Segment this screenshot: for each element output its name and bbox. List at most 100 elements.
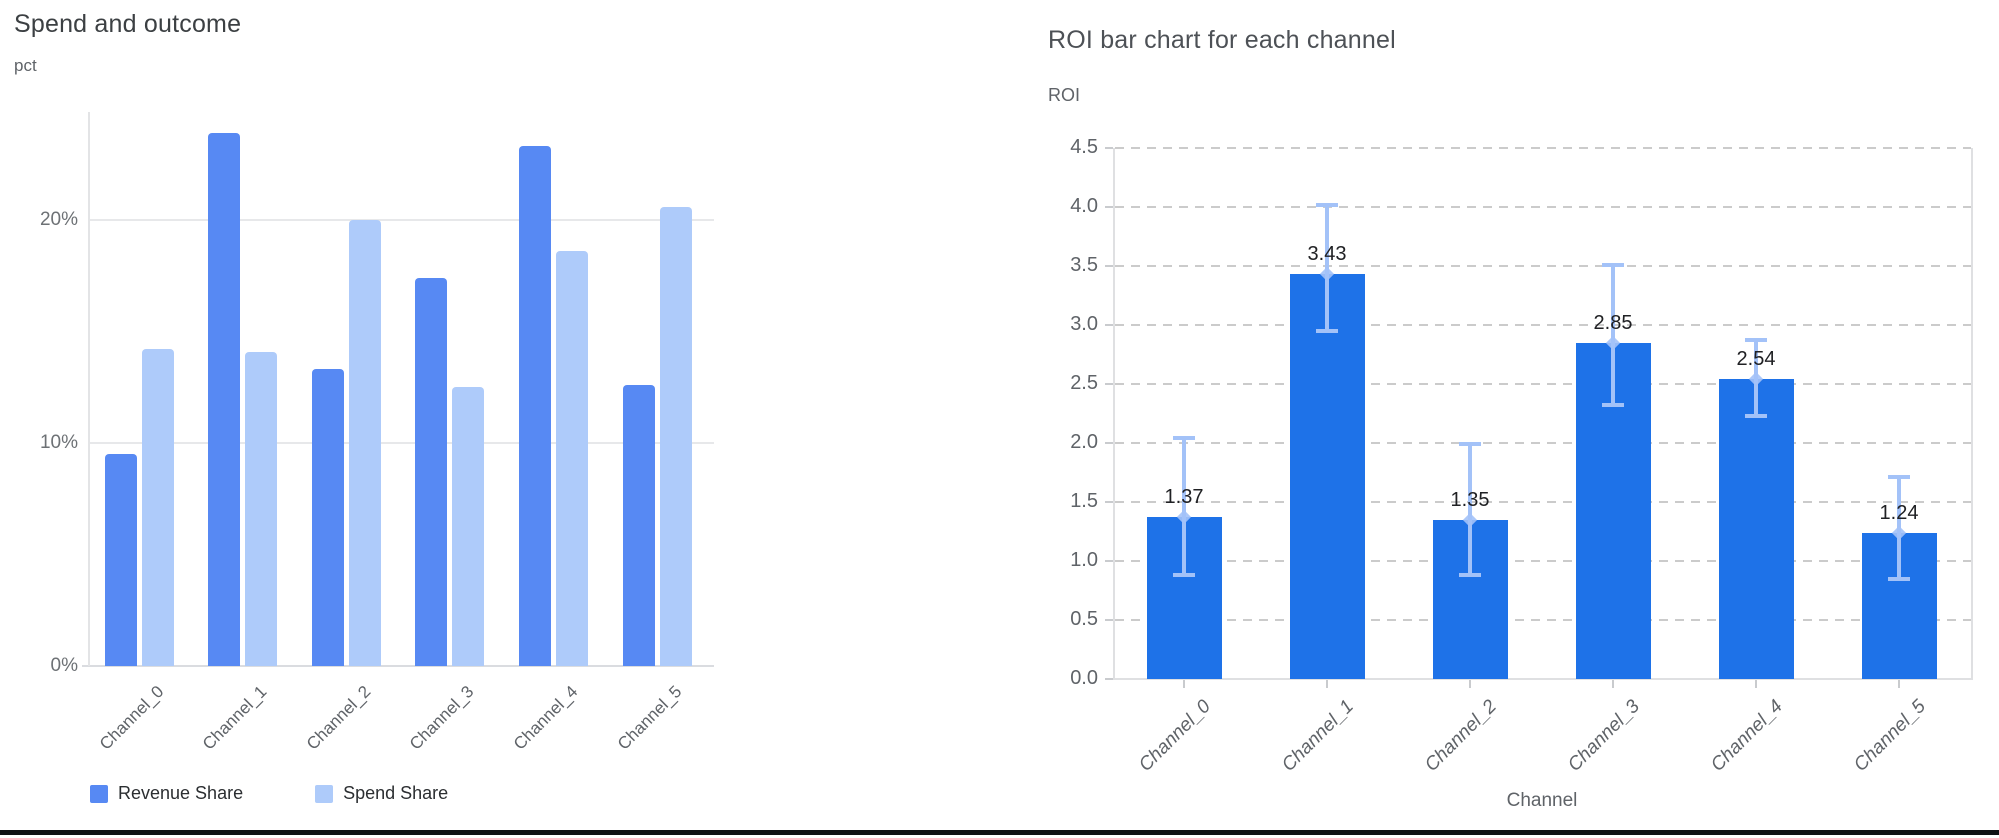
error-bar-cap-bottom-channel_4 — [1745, 413, 1767, 418]
error-bar-line-channel_2 — [1468, 444, 1472, 576]
right-ytick-label-2.0: 2.0 — [1070, 431, 1098, 453]
bar-spend-share-channel_1[interactable] — [245, 351, 278, 666]
right-x-tick-label-channel_0: Channel_0 — [1135, 696, 1215, 776]
left-x-tick-label-channel_1: Channel_1 — [198, 682, 271, 754]
left-ytick-label-0%: 0% — [50, 655, 78, 676]
right-ytick-mark-1.0 — [1105, 560, 1113, 562]
roi-value-label-channel_4: 2.54 — [1736, 348, 1776, 371]
right-plot-right-spine — [1971, 148, 1973, 679]
right-gridline-1.5 — [1115, 501, 1971, 503]
roi-value-label-channel_5: 1.24 — [1879, 501, 1919, 524]
legend-item-spend-share[interactable]: Spend Share — [315, 783, 448, 804]
right-ytick-mark-1.5 — [1105, 501, 1113, 503]
right-xtick-mark-channel_1 — [1326, 680, 1328, 688]
bar-spend-share-channel_2[interactable] — [348, 220, 381, 666]
right-xtick-mark-channel_0 — [1183, 680, 1185, 688]
right-xtick-mark-channel_5 — [1898, 680, 1900, 688]
right-ytick-label-2.5: 2.5 — [1070, 372, 1098, 394]
bar-revenue-share-channel_4[interactable] — [518, 146, 551, 666]
roi-bar-channel_1[interactable] — [1290, 274, 1365, 679]
right-x-tick-label-channel_3: Channel_3 — [1564, 696, 1644, 776]
error-bar-cap-top-channel_2 — [1459, 442, 1481, 447]
right-ytick-label-1.5: 1.5 — [1070, 490, 1098, 512]
window-bottom-border — [0, 830, 1999, 835]
error-bar-line-channel_0 — [1182, 438, 1186, 576]
error-bar-cap-top-channel_1 — [1316, 202, 1338, 207]
bar-spend-share-channel_0[interactable] — [141, 349, 174, 666]
right-gridline-1.0 — [1115, 560, 1971, 562]
error-bar-cap-top-channel_3 — [1602, 262, 1624, 267]
error-bar-cap-top-channel_0 — [1173, 436, 1195, 441]
bar-spend-share-channel_5[interactable] — [659, 206, 692, 666]
bar-revenue-share-channel_2[interactable] — [311, 369, 344, 666]
left-gridline-0% — [82, 665, 714, 667]
bar-revenue-share-channel_5[interactable] — [622, 385, 655, 666]
left-y-axis-unit: pct — [14, 56, 37, 75]
right-chart-title: ROI bar chart for each channel — [1048, 26, 1396, 54]
left-gridline-10% — [88, 442, 714, 444]
right-ytick-label-1.0: 1.0 — [1070, 549, 1098, 571]
left-x-tick-label-channel_3: Channel_3 — [406, 682, 478, 754]
error-bar-cap-bottom-channel_0 — [1173, 573, 1195, 578]
right-xtick-mark-channel_4 — [1755, 680, 1757, 688]
right-ytick-mark-3.5 — [1105, 265, 1113, 267]
right-gridline-4.5 — [1115, 147, 1971, 149]
bar-spend-share-channel_3[interactable] — [452, 387, 485, 666]
roi-value-label-channel_2: 1.35 — [1450, 488, 1490, 511]
spend-outcome-chart: Spend and outcome pct 0% 10% 20% Channel_0 C… — [0, 0, 760, 838]
left-x-tick-label-channel_2: Channel_2 — [302, 682, 375, 754]
roi-chart: ROI bar chart for each channel ROI 4.5 4.… — [1000, 0, 1999, 838]
right-gridline-3.0 — [1115, 324, 1971, 326]
right-ytick-mark-4.5 — [1105, 147, 1113, 149]
right-ytick-label-4.0: 4.0 — [1070, 195, 1098, 217]
right-gridline-2.0 — [1115, 442, 1971, 444]
right-gridline-0.5 — [1115, 619, 1971, 621]
right-y-axis-unit: ROI — [1048, 85, 1081, 105]
left-ytick-label-20%: 20% — [39, 209, 78, 230]
legend-swatch-revenue-share — [90, 784, 108, 803]
right-x-tick-label-channel_1: Channel_1 — [1278, 696, 1358, 776]
right-gridline-3.5 — [1115, 265, 1971, 267]
right-chart-plot-area: 4.5 4.0 3.5 3.0 2.5 2.0 1.5 1.0 0.5 0.0 1.37 Channe… — [1000, 0, 1999, 838]
left-chart-plot-area: 0% 10% 20% Channel_0 Channel_1 Channel_2 Chann… — [0, 0, 760, 838]
bar-revenue-share-channel_1[interactable] — [208, 133, 241, 666]
error-bar-cap-bottom-channel_2 — [1459, 573, 1481, 578]
left-ytick-label-10%: 10% — [39, 432, 78, 453]
roi-value-label-channel_1: 3.43 — [1307, 243, 1347, 266]
legend-label-revenue-share: Revenue Share — [118, 783, 244, 803]
right-ytick-mark-2.5 — [1105, 383, 1113, 385]
roi-bar-channel_4[interactable] — [1719, 379, 1794, 679]
right-gridline-2.5 — [1115, 383, 1971, 385]
right-ytick-label-3.0: 3.0 — [1070, 313, 1098, 335]
right-x-tick-label-channel_4: Channel_4 — [1707, 696, 1787, 776]
roi-value-label-channel_3: 2.85 — [1593, 311, 1633, 334]
bar-revenue-share-channel_0[interactable] — [104, 454, 137, 666]
roi-value-label-channel_0: 1.37 — [1164, 486, 1204, 509]
error-bar-cap-top-channel_4 — [1745, 338, 1767, 343]
bar-spend-share-channel_4[interactable] — [555, 251, 588, 666]
bar-revenue-share-channel_3[interactable] — [415, 277, 448, 666]
right-ytick-mark-4.0 — [1105, 206, 1113, 208]
right-ytick-mark-3.0 — [1105, 324, 1113, 326]
legend-item-revenue-share[interactable]: Revenue Share — [90, 783, 243, 804]
error-bar-cap-bottom-channel_1 — [1316, 328, 1338, 333]
right-x-axis-line — [1113, 678, 1973, 680]
right-ytick-label-0.0: 0.0 — [1070, 667, 1098, 689]
left-y-axis-line — [88, 112, 90, 666]
legend-label-spend-share: Spend Share — [343, 783, 449, 803]
right-x-tick-label-channel_5: Channel_5 — [1850, 696, 1930, 776]
right-x-axis-title: Channel — [1506, 790, 1578, 811]
right-xtick-mark-channel_3 — [1612, 680, 1614, 688]
left-x-tick-label-channel_4: Channel_4 — [509, 682, 582, 754]
left-chart-legend: Revenue Share Spend Share — [90, 783, 448, 804]
error-bar-line-channel_3 — [1611, 264, 1615, 406]
right-ytick-mark-2.0 — [1105, 442, 1113, 444]
right-plot-left-spine — [1113, 148, 1115, 679]
left-x-tick-label-channel_0: Channel_0 — [95, 682, 167, 754]
right-ytick-mark-0.5 — [1105, 619, 1113, 621]
legend-swatch-spend-share — [315, 784, 334, 803]
left-chart-title: Spend and outcome — [14, 10, 242, 38]
error-bar-cap-bottom-channel_5 — [1888, 576, 1910, 581]
right-ytick-label-3.5: 3.5 — [1070, 254, 1098, 276]
